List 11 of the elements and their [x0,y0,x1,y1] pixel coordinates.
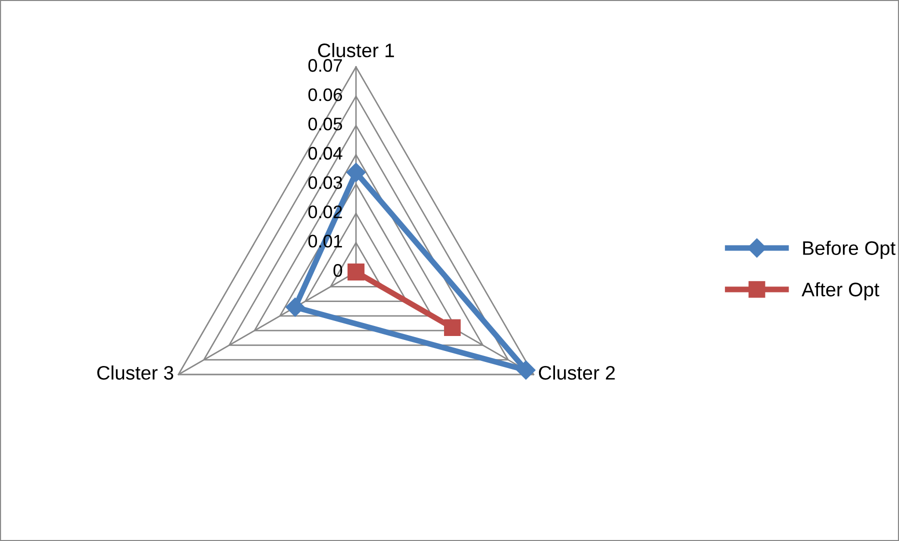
spoke-label: Cluster 1 [318,43,394,58]
y-tick-label: 0 [333,264,342,277]
y-tick-label: 0.07 [308,59,342,72]
y-tick-label: 0.03 [308,176,342,189]
y-tick-label: 0.06 [308,88,342,102]
spoke-label: Cluster 2 [538,365,615,380]
y-tick-label: 0.05 [308,118,342,130]
legend-label: Before Opt [803,240,896,259]
y-tick-label: 0.04 [308,146,342,160]
legend-label: After Opt [802,282,880,300]
spoke-label: Cluster 3 [97,365,174,380]
